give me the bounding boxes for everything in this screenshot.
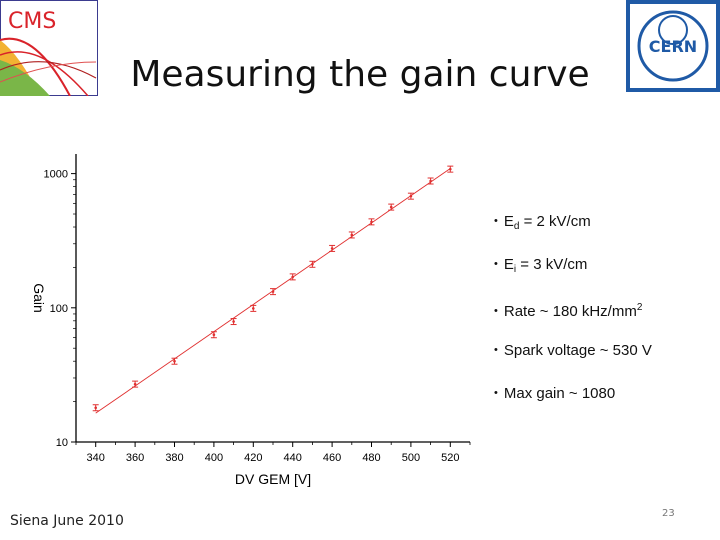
point-marker — [311, 262, 314, 266]
bullet-dot: • — [494, 305, 498, 317]
x-tick-label: 460 — [323, 452, 341, 464]
point-marker — [212, 333, 216, 337]
point-marker — [370, 220, 373, 224]
point-marker — [133, 382, 137, 386]
data-point — [407, 192, 414, 200]
bullet-dot: • — [494, 215, 498, 227]
x-tick-label: 360 — [126, 452, 144, 464]
data-point — [447, 165, 454, 173]
bullet-rate: • Rate ~ 180 kHz/mm2 — [494, 302, 643, 320]
x-tick-label: 480 — [362, 452, 380, 464]
x-tick-label: 400 — [205, 452, 223, 464]
y-tick-label: 100 — [50, 303, 68, 315]
data-point — [132, 380, 139, 388]
bullet-max-gain: • Max gain ~ 1080 — [494, 385, 616, 402]
cern-logo: CERN — [626, 0, 720, 92]
slide-title: Measuring the gain curve — [130, 54, 590, 95]
bullet-induction-field: • Ei = 3 kV/cm — [494, 256, 588, 275]
point-marker — [252, 307, 255, 310]
bullet-spark-voltage: • Spark voltage ~ 530 V — [494, 342, 652, 359]
x-tick-label: 380 — [165, 452, 183, 464]
bullet-dot: • — [494, 258, 498, 270]
footer-text: Siena June 2010 — [10, 513, 124, 529]
data-point — [348, 231, 355, 239]
x-tick-label: 420 — [244, 452, 262, 464]
data-point — [368, 218, 375, 226]
data-point — [270, 288, 276, 296]
point-marker — [429, 179, 432, 183]
data-point — [289, 273, 296, 281]
cern-logo-text: CERN — [649, 37, 697, 56]
point-marker — [350, 233, 354, 237]
x-tick-label: 500 — [402, 452, 420, 464]
bullet-list: • Ed = 2 kV/cm • Ei = 3 kV/cm • Rate ~ 180 … — [494, 212, 714, 427]
y-tick-label: 1000 — [44, 169, 68, 181]
point-marker — [173, 359, 176, 363]
data-point — [427, 177, 434, 185]
y-tick-label: 10 — [56, 437, 68, 449]
y-axis-label: Gain — [31, 283, 47, 313]
data-point — [92, 404, 99, 412]
point-marker — [330, 247, 334, 250]
data-point — [210, 331, 217, 339]
data-point — [309, 260, 316, 268]
bullet-dot: • — [494, 387, 498, 399]
data-point — [329, 244, 336, 252]
data-point — [230, 318, 237, 326]
bullet-dot: • — [494, 344, 498, 356]
point-marker — [271, 290, 275, 293]
data-point — [388, 203, 395, 211]
point-marker — [232, 320, 235, 323]
chart-marks — [92, 165, 454, 414]
chart-axes: 340 360 380 400 420 440 460 480 500 520 10 100 1000 G… — [31, 154, 471, 464]
gain-curve-chart: 340 360 380 400 420 440 460 480 500 520 10 100 1000 G… — [31, 154, 471, 487]
bullet-drift-field: • Ed = 2 kV/cm — [494, 213, 591, 232]
point-marker — [449, 167, 452, 171]
data-point — [171, 357, 178, 365]
point-marker — [389, 205, 393, 209]
x-tick-label: 520 — [441, 452, 459, 464]
x-tick-label: 440 — [284, 452, 302, 464]
cms-logo-text: CMS — [8, 9, 56, 34]
x-axis-label: DV GEM [V] — [235, 471, 311, 487]
point-marker — [291, 275, 295, 279]
point-marker — [409, 194, 413, 198]
page-number: 23 — [662, 508, 675, 519]
cms-logo: CMS — [0, 0, 98, 96]
point-marker — [94, 406, 97, 410]
x-tick-label: 340 — [87, 452, 105, 464]
data-point — [250, 304, 257, 312]
